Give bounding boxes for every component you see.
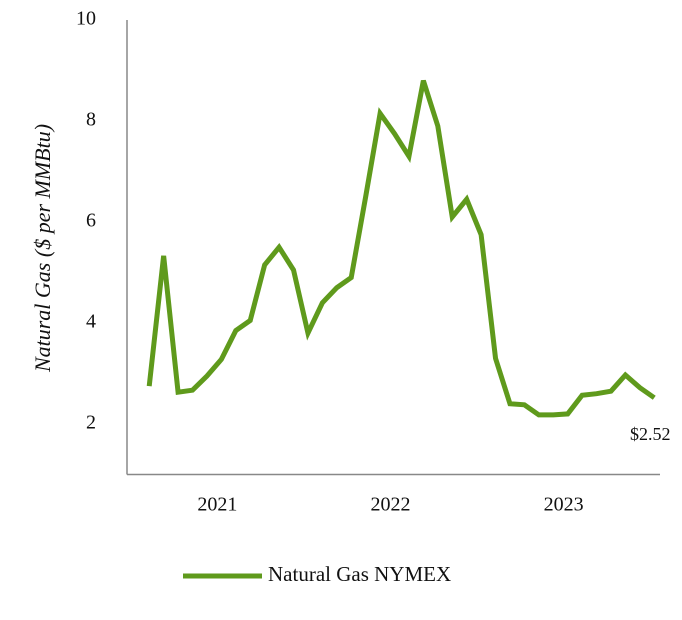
- y-tick-label: 8: [86, 109, 96, 131]
- y-axis-label: Natural Gas ($ per MMBtu): [30, 124, 55, 373]
- x-tick-label: 2023: [544, 494, 584, 516]
- y-tick-label: 6: [86, 210, 96, 232]
- y-tick-label: 4: [86, 311, 96, 333]
- y-tick-label: 2: [86, 412, 96, 434]
- y-tick-label: 10: [76, 8, 96, 30]
- value-label: $2.52: [630, 424, 671, 444]
- x-tick-label: 2021: [197, 494, 237, 516]
- x-tick-label: 2022: [371, 494, 411, 516]
- legend-label: Natural Gas NYMEX: [268, 562, 451, 586]
- line: [146, 79, 656, 418]
